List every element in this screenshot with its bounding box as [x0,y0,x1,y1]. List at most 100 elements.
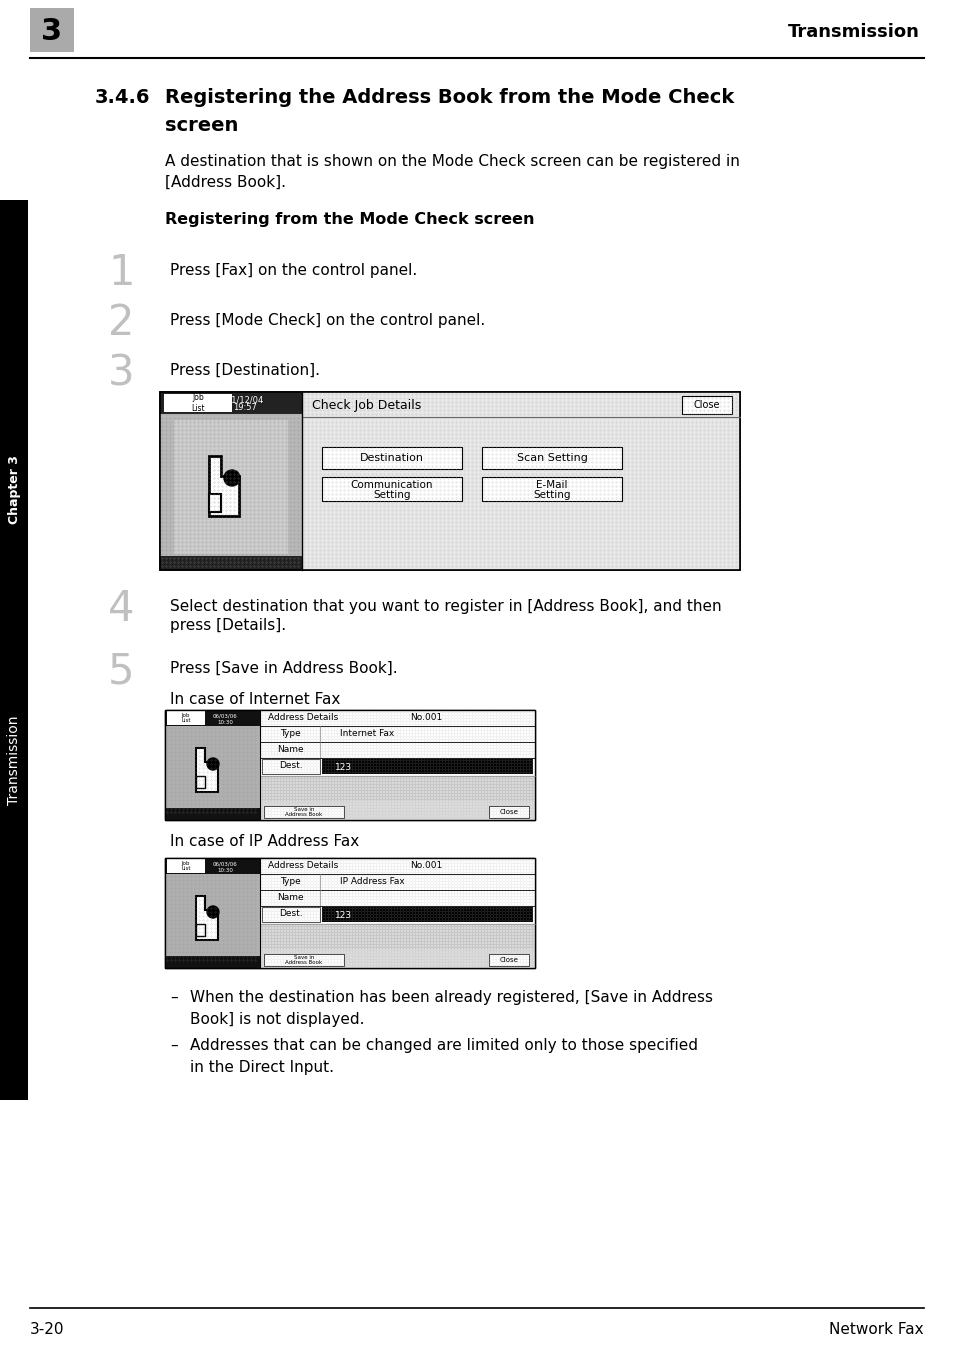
Bar [195,923,205,936]
Text: Destination: Destination [359,453,423,462]
Bar [260,804,535,821]
Text: Type: Type [279,877,300,887]
Polygon shape [195,748,218,792]
Bar [165,859,535,968]
Text: E-Mail: E-Mail [536,480,567,489]
Text: 5: 5 [108,650,134,692]
Text: Communication: Communication [351,480,433,489]
Text: Press [Save in Address Book].: Press [Save in Address Book]. [170,661,397,676]
Bar [160,392,740,571]
Text: Job
List: Job List [191,393,205,412]
Bar [165,859,260,968]
Bar [167,711,205,725]
Text: screen: screen [165,116,238,135]
Text: Type: Type [279,730,300,738]
Bar [322,448,461,469]
Bar [481,477,621,502]
Text: Transmission: Transmission [787,23,919,41]
Bar [165,710,260,726]
Bar [165,956,260,968]
Circle shape [207,758,219,771]
Bar [260,873,535,890]
Text: in the Direct Input.: in the Direct Input. [190,1060,334,1075]
Bar [160,392,740,571]
Text: Registering from the Mode Check screen: Registering from the Mode Check screen [165,212,534,227]
Bar [260,906,535,923]
Bar [165,710,535,821]
Text: Check Job Details: Check Job Details [312,399,421,412]
Text: 10:30: 10:30 [217,868,233,872]
Text: 10:30: 10:30 [217,719,233,725]
Text: Address Details: Address Details [268,861,338,871]
Bar [173,420,288,554]
Text: Save in
Address Book: Save in Address Book [285,955,322,965]
Text: Close: Close [499,808,517,815]
Text: Setting: Setting [533,489,570,500]
Text: Press [Fax] on the control panel.: Press [Fax] on the control panel. [170,264,416,279]
Text: Dest.: Dest. [279,761,302,771]
Polygon shape [209,456,239,516]
Bar [160,392,302,414]
Bar [165,710,260,821]
Text: In case of IP Address Fax: In case of IP Address Fax [170,834,359,849]
Bar [322,907,533,922]
Text: Close: Close [693,400,720,410]
Text: 06/03/06: 06/03/06 [213,714,237,718]
Bar [160,392,302,571]
Circle shape [207,906,219,918]
Bar [0,200,28,1101]
Text: 06/03/06: 06/03/06 [213,861,237,867]
Bar [260,859,535,968]
Text: –: – [170,1038,177,1053]
Bar [165,710,535,821]
Bar [195,776,205,788]
Text: Job
List: Job List [181,861,191,871]
Text: Address Details: Address Details [268,714,338,722]
Text: No.001: No.001 [410,714,442,722]
Bar [167,859,205,873]
Text: IP Address Fax: IP Address Fax [339,877,404,887]
Text: Internet Fax: Internet Fax [339,730,394,738]
Text: Name: Name [276,894,303,903]
Bar [322,744,533,756]
Text: 3: 3 [41,18,63,46]
Bar [264,806,344,818]
Text: A destination that is shown on the Mode Check screen can be registered in: A destination that is shown on the Mode … [165,154,740,169]
Bar [165,808,260,821]
Text: 4: 4 [108,588,134,630]
Bar [260,742,535,758]
Text: Job
List: Job List [181,713,191,723]
Text: Select destination that you want to register in [Address Book], and then: Select destination that you want to regi… [170,599,720,614]
Text: Name: Name [276,745,303,754]
Text: 3-20: 3-20 [30,1322,65,1337]
Text: 1: 1 [108,251,134,293]
Text: Chapter 3: Chapter 3 [8,456,20,525]
Text: Book] is not displayed.: Book] is not displayed. [190,1013,364,1028]
Text: 123: 123 [335,910,352,919]
Text: –: – [170,990,177,1005]
Text: Scan Setting: Scan Setting [516,453,587,462]
Text: [Address Book].: [Address Book]. [165,174,286,191]
Bar [489,806,529,818]
Text: Setting: Setting [373,489,411,500]
Bar [260,923,535,952]
Bar [260,758,535,776]
Text: 11/12/04: 11/12/04 [226,396,263,404]
Bar [164,393,232,412]
Bar [322,892,533,904]
Bar [165,859,535,968]
Bar [260,726,535,742]
Text: Registering the Address Book from the Mode Check: Registering the Address Book from the Mo… [165,88,734,107]
Text: 123: 123 [335,763,352,772]
Text: 2: 2 [108,301,134,343]
Circle shape [224,470,240,485]
Bar [322,477,461,502]
Text: Close: Close [499,957,517,963]
Bar [209,493,221,512]
Bar [160,556,302,571]
Text: When the destination has been already registered, [Save in Address: When the destination has been already re… [190,990,712,1005]
Bar [260,890,535,906]
Text: Press [Mode Check] on the control panel.: Press [Mode Check] on the control panel. [170,314,485,329]
Bar [260,952,535,968]
Text: Transmission: Transmission [7,715,21,804]
